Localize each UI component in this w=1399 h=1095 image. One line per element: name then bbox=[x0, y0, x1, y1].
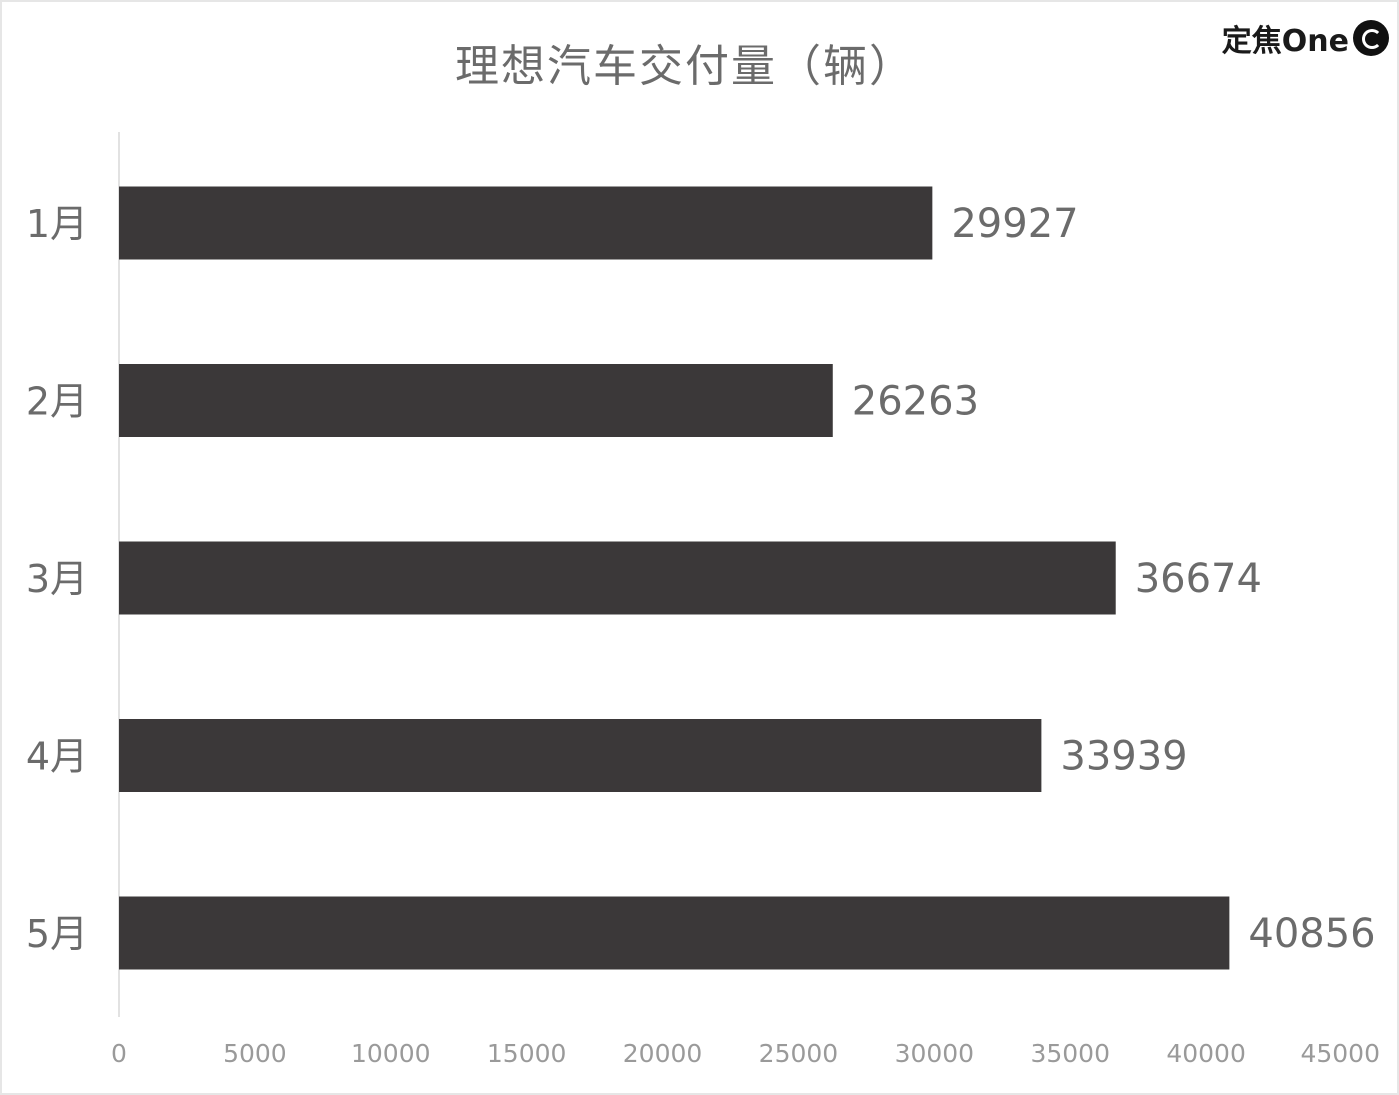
camera-lens-icon bbox=[1353, 20, 1389, 56]
data-label: 36674 bbox=[1135, 556, 1262, 602]
x-tick-label: 45000 bbox=[1300, 1039, 1380, 1068]
category-label: 4月 bbox=[26, 735, 88, 779]
x-tick-label: 20000 bbox=[623, 1039, 703, 1068]
chart-title: 理想汽车交付量（辆） bbox=[455, 41, 915, 92]
bar bbox=[119, 896, 1230, 970]
x-tick-label: 15000 bbox=[487, 1039, 567, 1068]
data-label: 40856 bbox=[1248, 911, 1375, 957]
bar bbox=[119, 364, 833, 437]
x-tick-label: 40000 bbox=[1166, 1039, 1246, 1068]
x-tick-label: 5000 bbox=[223, 1039, 287, 1068]
x-tick-label: 35000 bbox=[1030, 1039, 1110, 1068]
x-tick-label: 10000 bbox=[351, 1039, 431, 1068]
watermark-text: 定焦One bbox=[1221, 24, 1349, 59]
bar bbox=[119, 186, 933, 260]
category-label: 5月 bbox=[26, 912, 88, 956]
category-label: 3月 bbox=[26, 557, 88, 601]
category-label: 2月 bbox=[26, 380, 88, 424]
x-tick-label: 0 bbox=[111, 1039, 127, 1068]
category-label: 1月 bbox=[26, 202, 88, 246]
data-label: 26263 bbox=[852, 379, 979, 425]
bar bbox=[119, 541, 1116, 615]
x-tick-label: 25000 bbox=[759, 1039, 839, 1068]
watermark: 定焦One bbox=[1222, 16, 1389, 60]
data-label: 33939 bbox=[1060, 734, 1187, 780]
bar bbox=[119, 719, 1042, 792]
x-tick-label: 30000 bbox=[895, 1039, 975, 1068]
data-label: 29927 bbox=[951, 201, 1078, 247]
